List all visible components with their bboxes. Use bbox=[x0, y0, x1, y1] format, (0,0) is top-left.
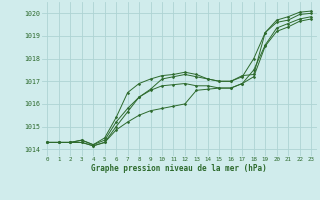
X-axis label: Graphe pression niveau de la mer (hPa): Graphe pression niveau de la mer (hPa) bbox=[91, 164, 267, 173]
